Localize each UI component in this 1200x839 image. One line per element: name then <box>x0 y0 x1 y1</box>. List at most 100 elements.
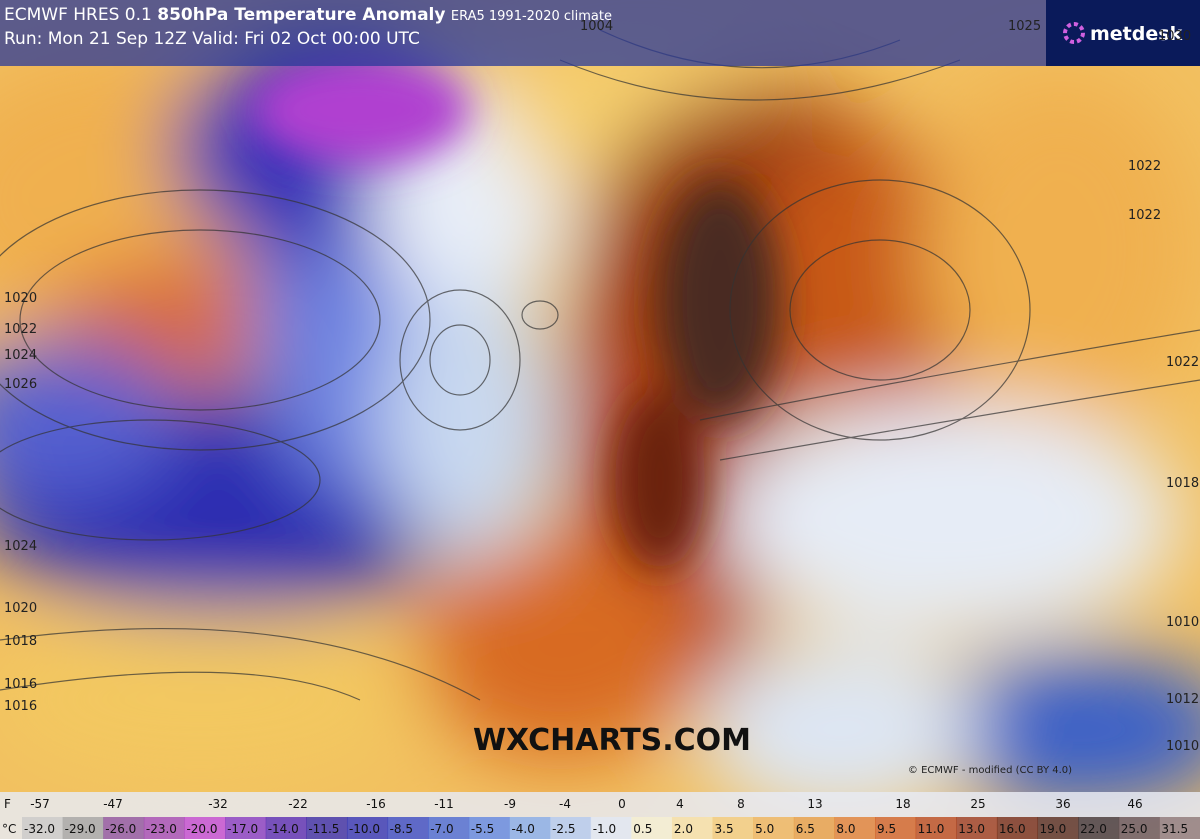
c-label: -2.5 <box>552 822 575 836</box>
colorbar-cell <box>62 817 104 839</box>
colorbar-cell <box>428 817 470 839</box>
colorbar-cell <box>265 817 307 839</box>
c-label: 19.0 <box>1040 822 1067 836</box>
isobar-label: 1010 <box>1166 615 1199 630</box>
c-label: -5.5 <box>471 822 494 836</box>
colorbar: F -57 -47 -32 -22 -16 -11 -9 -4 0 4 8 13 18 25 36 46 °C -3… <box>2 797 1200 839</box>
colorbar-cell <box>753 817 795 839</box>
colorbar-cell <box>22 817 64 839</box>
colorbar-cell <box>509 817 551 839</box>
logo-box <box>1046 0 1200 66</box>
c-label: 3.5 <box>715 822 734 836</box>
c-label: 5.0 <box>755 822 774 836</box>
colorbar-cell <box>184 817 226 839</box>
c-label: -1.0 <box>593 822 616 836</box>
watermark: WXCHARTS.COM <box>473 723 751 758</box>
f-label: 46 <box>1127 797 1142 811</box>
colorbar-cell <box>1037 817 1079 839</box>
colorbar-cell <box>915 817 957 839</box>
colorbar-cell <box>793 817 835 839</box>
colorbar-cell <box>225 817 267 839</box>
c-label: 9.5 <box>877 822 896 836</box>
f-label: -16 <box>366 797 386 811</box>
c-label: -10.0 <box>349 822 380 836</box>
isobar-label: 1026 <box>4 377 37 392</box>
c-label: -7.0 <box>430 822 453 836</box>
colorbar-cell <box>671 817 714 839</box>
header-band <box>0 0 1200 66</box>
colorbar-cell <box>1118 817 1160 839</box>
f-label: 13 <box>807 797 822 811</box>
model-name: ECMWF HRES 0.1 850hPa Temperature Anomal… <box>4 5 612 25</box>
c-label: 16.0 <box>999 822 1026 836</box>
isobar-label: 1024 <box>4 539 37 554</box>
colorbar-cell <box>387 817 429 839</box>
f-label: -4 <box>559 797 571 811</box>
colorbar-cell <box>306 817 348 839</box>
colorbar-cell <box>956 817 998 839</box>
f-label: 36 <box>1055 797 1070 811</box>
colorbar-cell <box>590 817 632 839</box>
logo: metdesk <box>1090 23 1183 45</box>
c-label: -8.5 <box>390 822 413 836</box>
f-label: -9 <box>504 797 516 811</box>
f-label: -22 <box>288 797 308 811</box>
c-label: 2.0 <box>674 822 693 836</box>
c-label: 8.0 <box>836 822 855 836</box>
isobar-label: 1016 <box>4 677 37 692</box>
f-label: -47 <box>103 797 123 811</box>
f-label: -57 <box>30 797 50 811</box>
c-label: -23.0 <box>146 822 177 836</box>
isobar-label: 1022 <box>4 322 37 337</box>
isobar-label: 1022 <box>1128 159 1161 174</box>
isobar-label: 1022 <box>1128 208 1161 223</box>
f-label: 18 <box>895 797 910 811</box>
c-label: -29.0 <box>65 822 96 836</box>
colorbar-cell <box>875 817 917 839</box>
c-label: -32.0 <box>24 822 55 836</box>
f-label: -32 <box>208 797 228 811</box>
isobar-label: 1012 <box>1166 692 1199 707</box>
colorbar-cell <box>712 817 754 839</box>
f-label: 4 <box>676 797 684 811</box>
isobar-label: 1016 <box>4 699 37 714</box>
isobar-label: 1025 <box>1008 19 1041 34</box>
isobar-label: 1018 <box>4 634 37 649</box>
isobar-label: 1018 <box>1166 476 1199 491</box>
c-label: 11.0 <box>918 822 945 836</box>
isobar-label: 1030 <box>1158 29 1191 44</box>
c-label: -20.0 <box>186 822 217 836</box>
c-label: 6.5 <box>796 822 815 836</box>
colorbar-cell <box>1159 817 1200 839</box>
credit: © ECMWF - modified (CC BY 4.0) <box>908 765 1072 776</box>
c-label: -11.5 <box>308 822 339 836</box>
c-label: 31.5 <box>1161 822 1188 836</box>
c-label: 22.0 <box>1080 822 1107 836</box>
colorbar-cell <box>550 817 592 839</box>
colorbar-cell <box>631 817 673 839</box>
f-label: -11 <box>434 797 454 811</box>
colorbar-cell <box>834 817 876 839</box>
colorbar-cell <box>468 817 510 839</box>
c-label: 13.0 <box>958 822 985 836</box>
isobar-label: 1004 <box>580 19 613 34</box>
f-unit: F <box>4 797 11 811</box>
c-label: -14.0 <box>268 822 299 836</box>
colorbar-cell <box>346 817 389 839</box>
colorbar-cell <box>143 817 185 839</box>
f-label: 0 <box>618 797 626 811</box>
c-label: -4.0 <box>511 822 534 836</box>
isobar-labels: 1020 1022 1024 1026 1024 1020 1018 1016 1016 1022… <box>4 19 1199 754</box>
colorbar-cell <box>1078 817 1120 839</box>
isobars <box>0 29 1200 701</box>
colorbar-cell <box>996 817 1039 839</box>
c-label: -26.0 <box>105 822 136 836</box>
logo-icon <box>1063 22 1085 44</box>
f-label: 25 <box>970 797 985 811</box>
c-label: -17.0 <box>227 822 258 836</box>
colorbar-cell <box>103 817 145 839</box>
c-label: 25.0 <box>1121 822 1148 836</box>
